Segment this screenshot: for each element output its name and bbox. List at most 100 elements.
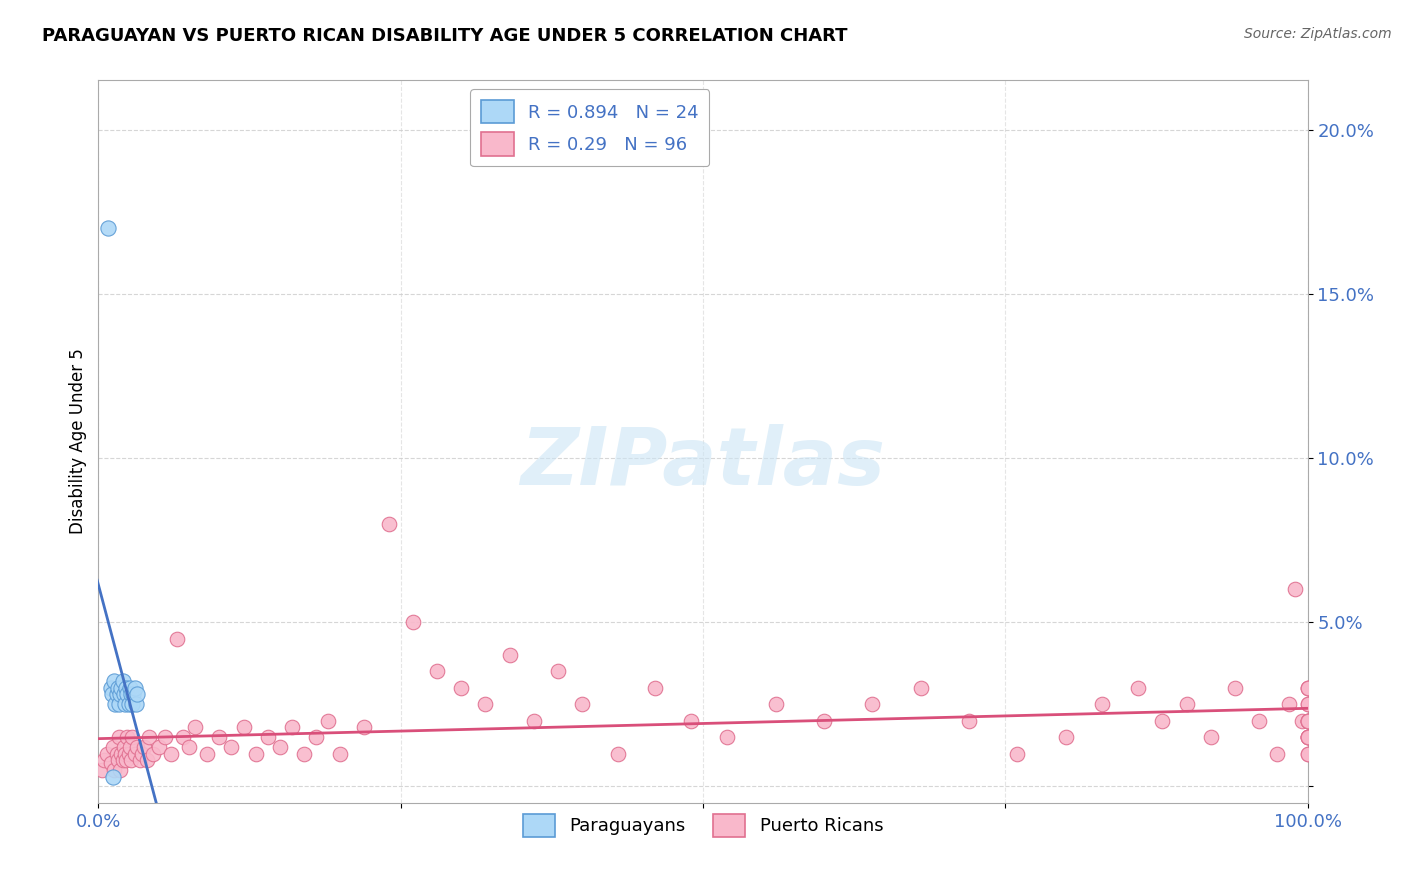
Point [1296,714,1319,728]
Point [117,730,139,744]
Text: PARAGUAYAN VS PUERTO RICAN DISABILITY AGE UNDER 5 CORRELATION CHART: PARAGUAYAN VS PUERTO RICAN DISABILITY AG… [42,27,848,45]
Point [104,698,127,712]
Point [474,698,496,712]
Point [450,681,472,695]
Point [1296,730,1319,744]
Point [1296,714,1319,728]
Point [1296,747,1319,761]
Point [120,753,142,767]
Point [110,747,132,761]
Point [607,747,630,761]
Text: Source: ZipAtlas.com: Source: ZipAtlas.com [1244,27,1392,41]
Point [100,756,122,771]
Point [166,632,188,646]
Point [1223,681,1246,695]
Point [114,698,136,712]
Point [644,681,666,695]
Point [316,714,339,728]
Point [115,681,138,695]
Point [100,687,122,701]
Point [105,687,128,701]
Point [860,698,883,712]
Point [1296,730,1319,744]
Text: ZIPatlas: ZIPatlas [520,425,886,502]
Point [281,720,304,734]
Point [160,747,183,761]
Point [426,665,449,679]
Point [1152,714,1174,728]
Point [111,674,134,689]
Point [498,648,520,662]
Point [142,747,165,761]
Point [377,516,399,531]
Point [107,753,129,767]
Point [179,739,201,754]
Point [256,730,278,744]
Point [232,720,254,734]
Point [1296,747,1319,761]
Point [1278,698,1301,712]
Point [195,747,218,761]
Point [957,714,980,728]
Point [1091,698,1114,712]
Point [1296,714,1319,728]
Point [108,687,131,701]
Point [108,730,131,744]
Point [1296,681,1319,695]
Point [101,739,124,754]
Point [115,753,138,767]
Point [716,730,738,744]
Point [269,739,291,754]
Point [128,753,150,767]
Point [121,730,143,744]
Point [121,698,143,712]
Point [679,714,702,728]
Point [117,687,139,701]
Point [523,714,546,728]
Point [1296,681,1319,695]
Point [122,687,145,701]
Point [1296,681,1319,695]
Point [208,730,231,744]
Point [97,221,120,235]
Point [112,687,135,701]
Point [108,763,131,777]
Point [124,681,146,695]
Point [135,753,157,767]
Point [1199,730,1222,744]
Point [125,698,148,712]
Point [910,681,932,695]
Point [93,753,115,767]
Point [134,739,156,754]
Point [124,747,146,761]
Y-axis label: Disability Age Under 5: Disability Age Under 5 [69,349,87,534]
Point [118,739,141,754]
Point [107,681,129,695]
Point [329,747,352,761]
Point [118,698,141,712]
Point [118,681,141,695]
Point [353,720,375,734]
Point [172,730,194,744]
Point [1296,730,1319,744]
Point [138,730,160,744]
Point [108,698,131,712]
Point [547,665,569,679]
Point [120,687,142,701]
Point [127,739,149,754]
Point [111,753,134,767]
Point [91,763,114,777]
Point [245,747,267,761]
Point [1284,582,1306,597]
Point [1175,698,1198,712]
Point [292,747,315,761]
Point [221,739,243,754]
Point [1296,714,1319,728]
Point [813,714,835,728]
Point [1054,730,1077,744]
Point [1249,714,1271,728]
Point [1296,714,1319,728]
Point [1296,730,1319,744]
Point [571,698,593,712]
Point [103,763,125,777]
